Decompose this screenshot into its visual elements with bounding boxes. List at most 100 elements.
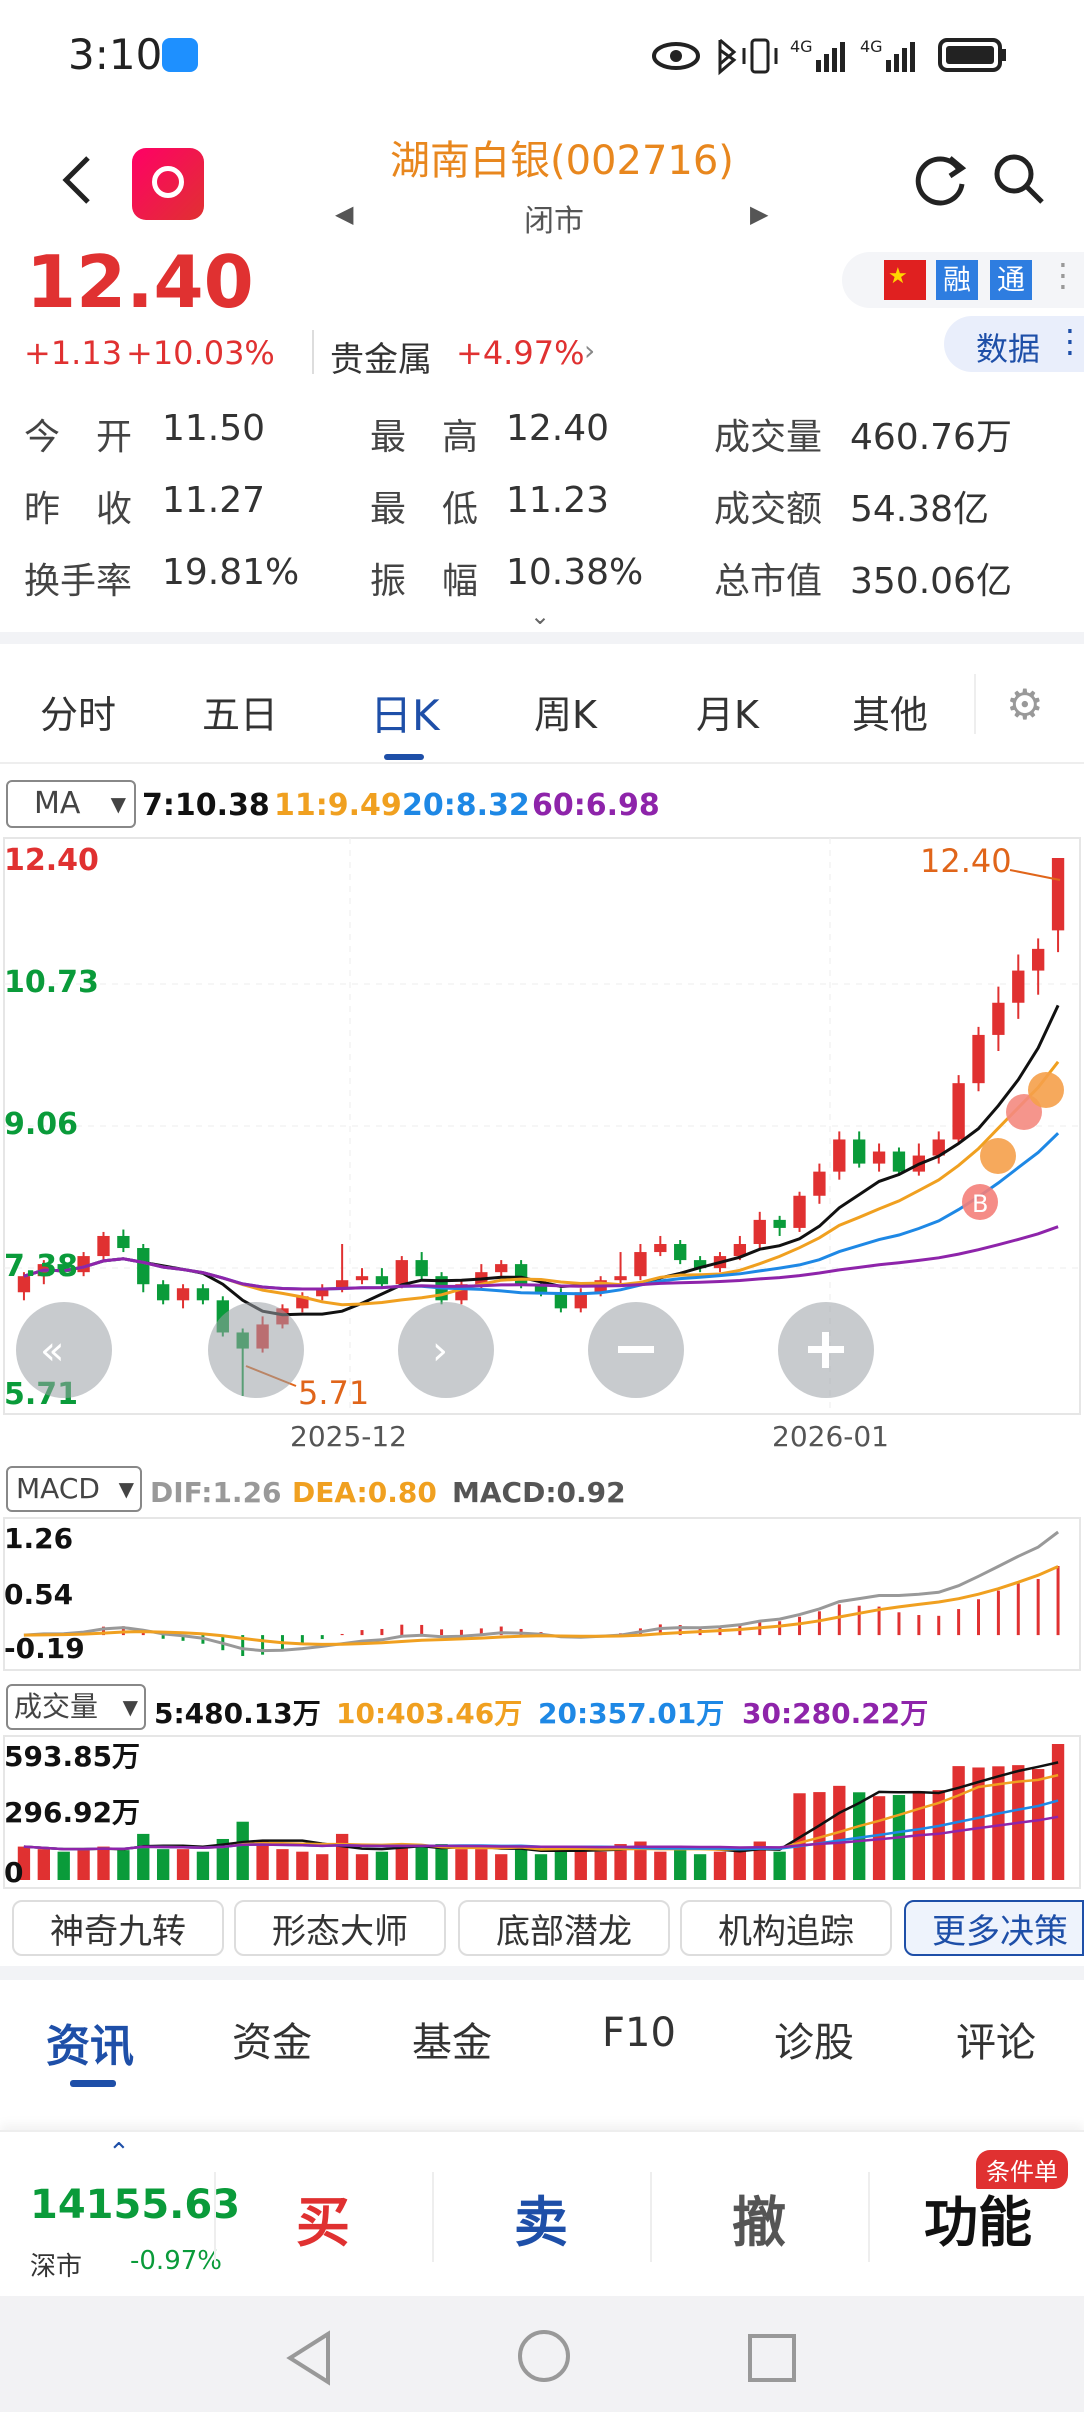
cancel-button[interactable]: 撤 — [732, 2191, 786, 2254]
data-button-label: 数据 — [976, 330, 1041, 368]
tab-fund[interactable]: 基金 — [412, 2020, 492, 2066]
nav-home-icon[interactable] — [514, 2326, 574, 2386]
candle — [853, 1139, 866, 1164]
expand-chevron-icon[interactable]: ⌄ — [530, 602, 551, 630]
conditional-order-badge[interactable]: 条件单 — [976, 2150, 1068, 2189]
candles-group — [17, 858, 1065, 1396]
chevron-up-icon[interactable]: ⌃ — [108, 2138, 130, 2168]
candle — [77, 1256, 90, 1273]
tab-funds[interactable]: 资金 — [232, 2020, 312, 2066]
indicator-select-volume[interactable]: 成交量 ▼ — [6, 1684, 146, 1730]
candle — [892, 1151, 906, 1172]
sector-name[interactable]: 贵金属 — [330, 340, 432, 380]
volume-bar — [117, 1850, 130, 1880]
stat-label: 昨 收 — [24, 489, 133, 530]
connect-badge[interactable]: 通 — [990, 260, 1032, 300]
index-value[interactable]: 14155.63 — [30, 2182, 241, 2228]
tab-other[interactable]: 其他 — [852, 693, 929, 737]
volume-bar — [375, 1851, 389, 1880]
indicator-select-macd[interactable]: MACD ▼ — [6, 1466, 142, 1512]
macd-chart[interactable]: 1.26 0.54 -0.19 — [0, 1516, 1084, 1672]
volume-bar — [853, 1792, 866, 1880]
candle — [415, 1260, 428, 1277]
candle — [17, 1276, 31, 1293]
refresh-icon[interactable] — [912, 150, 972, 210]
candle — [495, 1264, 508, 1273]
volume-bar — [654, 1851, 667, 1880]
x-tick: 2025-12 — [290, 1420, 407, 1453]
indicator-select-ma[interactable]: MA ▼ — [6, 780, 136, 828]
tab-comments[interactable]: 评论 — [956, 2020, 1036, 2066]
tool-institution-tracking[interactable]: 机构追踪 — [680, 1900, 892, 1956]
tab-monthly-k[interactable]: 月K — [696, 693, 759, 737]
volume-bar — [435, 1844, 448, 1880]
tab-f10[interactable]: F10 — [602, 2010, 676, 2056]
candle — [375, 1276, 389, 1285]
candle — [614, 1276, 627, 1281]
back-icon[interactable] — [58, 150, 98, 210]
vol-ma-line-30 — [23, 1815, 1059, 1851]
nav-recents-icon[interactable] — [744, 2330, 800, 2386]
signal-icon-2: 4G — [860, 37, 915, 72]
stat-label: 总市值 — [714, 561, 823, 602]
macd-dea: DEA:0.80 — [292, 1476, 437, 1509]
volume-bar — [932, 1790, 945, 1880]
kline-chart[interactable]: 12.40 10.73 9.06 7.38 5.71 2025-12 2026-… — [0, 836, 1084, 1456]
data-button[interactable]: 数据 ⋮ — [944, 316, 1084, 372]
svg-text:«: « — [40, 1328, 64, 1374]
prev-stock-icon[interactable]: ◀ — [335, 200, 354, 228]
high-marker-label: 12.40 — [920, 842, 1012, 880]
buy-button[interactable]: 买 — [296, 2191, 350, 2254]
chevron-right-icon[interactable]: › — [584, 334, 596, 367]
candle — [733, 1244, 747, 1257]
tab-five-day[interactable]: 五日 — [202, 693, 279, 737]
tab-daily-k[interactable]: 日K — [370, 691, 440, 740]
more-vert-icon[interactable]: ⋮ — [1047, 256, 1079, 294]
macd-bars-group — [23, 1530, 1060, 1656]
volume-bar — [216, 1838, 229, 1880]
volume-bar — [594, 1851, 607, 1880]
sector-pct[interactable]: +4.97% — [456, 334, 585, 372]
tool-pattern-master[interactable]: 形态大师 — [234, 1900, 446, 1956]
stock-header: 湖南白银(002716) ◀ 闭市 ▶ — [0, 110, 1084, 250]
tab-intraday[interactable]: 分时 — [40, 693, 117, 737]
svg-text:›: › — [432, 1328, 448, 1374]
volume-bar — [514, 1846, 528, 1880]
nav-back-icon[interactable] — [284, 2330, 334, 2386]
sell-button[interactable]: 卖 — [514, 2191, 568, 2254]
signal-marker — [980, 1138, 1016, 1174]
volume-bar — [77, 1849, 90, 1880]
tab-diagnosis[interactable]: 诊股 — [774, 2020, 854, 2066]
function-button[interactable]: 功能 — [924, 2191, 1032, 2254]
tab-news[interactable]: 资讯 — [46, 2021, 134, 2072]
dea-line — [23, 1565, 1059, 1646]
price-change: +1.13 — [24, 334, 123, 372]
volume-chart[interactable]: 593.85万 296.92万 0 — [0, 1734, 1084, 1890]
tab-weekly-k[interactable]: 周K — [534, 693, 597, 737]
y-tick: -0.19 — [4, 1632, 85, 1665]
volume-bar — [355, 1854, 369, 1880]
candle — [176, 1288, 190, 1301]
vol-ma5: 5:480.13万 — [154, 1697, 321, 1730]
next-stock-icon[interactable]: ▶ — [750, 200, 769, 228]
svg-text:4G: 4G — [790, 37, 813, 56]
system-nav-bar — [0, 2296, 1084, 2412]
tool-bottom-dragon[interactable]: 底部潜龙 — [458, 1900, 670, 1956]
volume-bar — [415, 1846, 428, 1880]
divider — [432, 2172, 434, 2262]
vol-ma20: 20:357.01万 — [538, 1697, 725, 1730]
search-icon[interactable] — [990, 150, 1050, 210]
stat-label: 换手率 — [24, 561, 133, 602]
tool-nine-turn[interactable]: 神奇九转 — [12, 1900, 224, 1956]
volume-bar — [813, 1792, 826, 1880]
margin-badge[interactable]: 融 — [936, 260, 978, 300]
status-icons: 4G 4G — [652, 37, 1006, 76]
candle — [992, 1002, 1005, 1035]
macd-value: MACD:0.92 — [452, 1476, 626, 1509]
tool-more-decisions[interactable]: 更多决策 — [904, 1900, 1084, 1956]
stat-label: 成交额 — [714, 489, 823, 530]
more-vert-icon[interactable]: ⋮ — [1054, 322, 1084, 360]
candle — [57, 1264, 70, 1273]
settings-gear-icon[interactable]: ⚙ — [1006, 680, 1044, 729]
stat-label: 最 高 — [370, 417, 479, 458]
